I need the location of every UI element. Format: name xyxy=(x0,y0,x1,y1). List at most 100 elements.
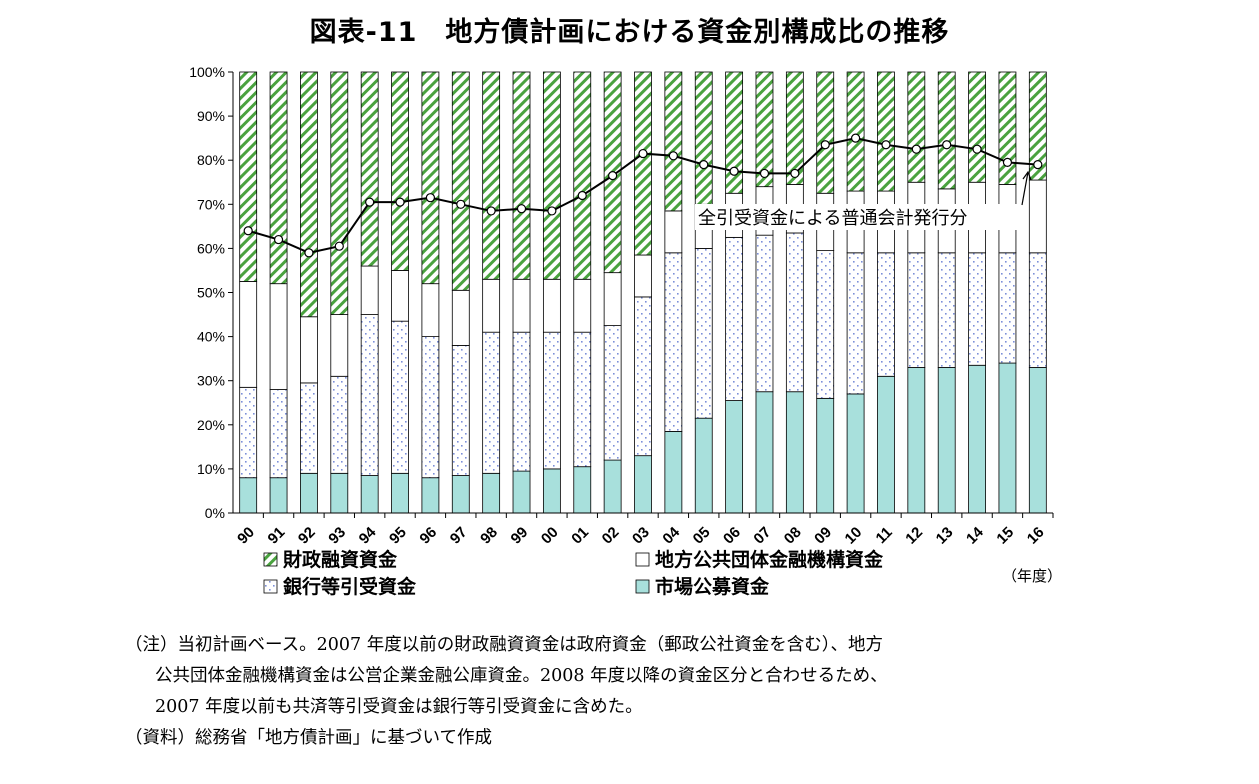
x-tick-label: 16 xyxy=(1024,524,1048,548)
line-point xyxy=(486,206,496,216)
bar-market xyxy=(542,468,561,514)
line-point xyxy=(456,199,466,209)
bar-market xyxy=(664,431,683,514)
bar-fiscal xyxy=(664,71,683,212)
bar-bank xyxy=(634,296,652,457)
y-tick-label: 10% xyxy=(197,461,225,477)
x-tick-label: 14 xyxy=(963,523,987,547)
bar-bank xyxy=(725,236,744,401)
line-point xyxy=(790,168,800,179)
bar-bank xyxy=(391,320,409,474)
line-point xyxy=(608,171,618,181)
bar-bank xyxy=(421,336,440,479)
bar-bank xyxy=(239,386,258,479)
bar-bank xyxy=(968,252,986,366)
x-tick-label: 93 xyxy=(325,524,349,548)
x-tick-label: 99 xyxy=(508,524,532,548)
y-tick-label: 40% xyxy=(197,329,225,345)
bar-jfm xyxy=(421,283,440,337)
bar-bank xyxy=(360,314,379,476)
line-point xyxy=(942,140,952,150)
y-tick-label: 90% xyxy=(197,108,225,124)
bar-bank xyxy=(542,331,561,470)
bar-bank xyxy=(482,331,501,474)
annotation: 全引受資金による普通会計発行分 xyxy=(695,170,1032,230)
line-point xyxy=(516,204,527,214)
x-tick-label: 15 xyxy=(993,524,1017,548)
bar-fiscal xyxy=(451,71,470,291)
bar-bank xyxy=(877,252,895,377)
line-point xyxy=(304,248,314,258)
y-tick-label: 100% xyxy=(189,64,225,80)
bar-jfm xyxy=(542,278,561,333)
bar-bank xyxy=(694,247,713,419)
line-point xyxy=(547,206,557,216)
line-point xyxy=(577,190,587,201)
bar-bank xyxy=(816,250,835,399)
bar-fiscal xyxy=(391,71,409,271)
line-point xyxy=(1033,160,1043,170)
x-tick-label: 00 xyxy=(538,524,562,548)
bar-fiscal xyxy=(694,71,713,205)
unit-label: （年度） xyxy=(1002,567,1062,585)
bar-jfm xyxy=(269,283,288,390)
bar-fiscal xyxy=(300,71,318,318)
annotation-background xyxy=(695,204,1027,230)
bar-fiscal xyxy=(725,71,744,194)
bar-bank xyxy=(603,325,622,461)
x-tick-label: 05 xyxy=(690,524,714,548)
bar-market xyxy=(634,455,652,514)
bar-fiscal xyxy=(239,71,258,282)
bar-jfm xyxy=(1028,179,1047,254)
legend-label-fiscal: 財政融資資金 xyxy=(283,548,398,571)
bar-market xyxy=(300,472,318,514)
bar-jfm xyxy=(634,254,652,298)
bar-fiscal xyxy=(482,71,501,280)
bar-fiscal xyxy=(1028,71,1047,181)
bar-jfm xyxy=(391,270,409,322)
bar-market xyxy=(512,470,531,514)
bar-market xyxy=(269,477,288,514)
line-point xyxy=(911,144,921,154)
bar-market xyxy=(998,362,1017,514)
bar-market xyxy=(846,393,865,514)
bar-market xyxy=(482,472,501,514)
bar-bank xyxy=(664,252,683,432)
bar-market xyxy=(451,475,470,514)
x-tick-label: 96 xyxy=(416,524,440,548)
legend-label-bank: 銀行等引受資金 xyxy=(283,575,417,598)
line-point xyxy=(365,197,375,207)
line-point xyxy=(243,226,253,236)
bar-market xyxy=(816,397,835,514)
bar-fiscal xyxy=(269,71,288,285)
legend-swatch-jfm xyxy=(635,552,650,567)
line-point xyxy=(1002,157,1013,168)
line-point xyxy=(881,140,891,150)
source-line: （資料）総務省「地方債計画」に基づいて作成 xyxy=(125,728,492,748)
bar-jfm xyxy=(512,278,531,333)
x-tick-label: 91 xyxy=(265,524,289,548)
y-tick-label: 80% xyxy=(197,152,225,168)
y-tick-label: 20% xyxy=(197,417,225,433)
bar-fiscal xyxy=(573,71,592,280)
y-tick-label: 70% xyxy=(197,196,225,212)
bar-jfm xyxy=(603,272,622,326)
bar-bank xyxy=(907,252,926,368)
x-tick-label: 06 xyxy=(720,524,744,548)
bar-market xyxy=(391,472,409,514)
line-point xyxy=(759,168,770,179)
x-axis: 90 91 92 93 94 95 96 97 98 99 00 01 02 03 04 05 06 07 08 09… xyxy=(233,512,1054,548)
chart-title: 図表-11 地方債計画における資金別構成比の推移 xyxy=(309,17,950,48)
x-tick-label: 90 xyxy=(234,524,258,548)
bar-fiscal xyxy=(542,71,561,280)
bar-market xyxy=(360,475,379,514)
bar-market xyxy=(603,459,622,514)
legend-swatch-fiscal xyxy=(263,552,278,567)
bar-bank xyxy=(846,252,865,395)
x-tick-label: 13 xyxy=(933,524,957,548)
bar-bank xyxy=(269,389,288,479)
x-tick-label: 10 xyxy=(842,524,866,548)
y-tick-label: 0% xyxy=(205,505,225,521)
bar-jfm xyxy=(330,314,349,377)
bar-fiscal xyxy=(755,71,774,188)
